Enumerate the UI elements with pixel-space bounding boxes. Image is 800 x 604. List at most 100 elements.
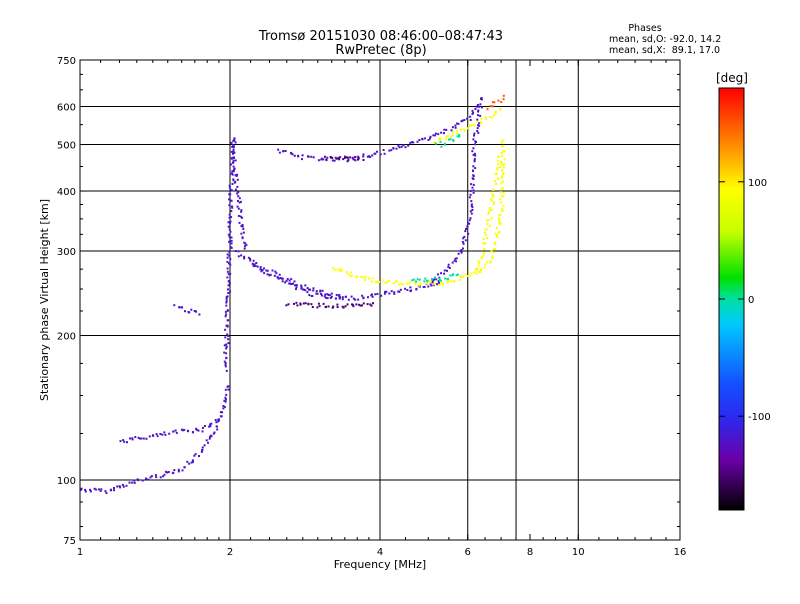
data-point xyxy=(371,154,374,157)
data-point xyxy=(385,281,388,284)
data-point xyxy=(370,280,373,283)
data-point xyxy=(354,298,357,301)
data-point xyxy=(104,490,107,493)
data-point xyxy=(364,276,367,279)
data-point xyxy=(491,194,494,197)
data-point xyxy=(473,159,476,162)
data-point xyxy=(376,150,378,153)
data-point xyxy=(333,159,336,162)
data-point xyxy=(319,289,322,292)
data-point xyxy=(341,269,343,272)
data-point xyxy=(454,124,457,127)
data-point xyxy=(252,259,255,262)
data-point xyxy=(327,294,330,296)
data-point xyxy=(203,425,206,427)
data-point xyxy=(388,149,391,152)
chart-subtitle: RwPretec (8p) xyxy=(335,43,426,58)
data-point xyxy=(447,263,450,266)
data-point xyxy=(147,478,150,481)
data-point xyxy=(303,288,305,291)
data-point xyxy=(471,186,474,189)
data-point xyxy=(475,141,477,143)
data-point xyxy=(233,139,236,141)
data-point xyxy=(480,117,483,120)
data-point xyxy=(240,254,243,257)
data-point xyxy=(429,137,431,140)
data-point xyxy=(84,488,87,491)
data-point xyxy=(402,144,405,147)
data-point xyxy=(109,488,112,491)
data-point xyxy=(331,306,334,309)
data-point xyxy=(436,283,438,286)
x-tick-label: 2 xyxy=(227,547,233,558)
data-point xyxy=(440,272,442,275)
data-point xyxy=(352,297,355,300)
data-point xyxy=(502,150,505,153)
data-point xyxy=(497,155,500,158)
data-point xyxy=(239,200,242,203)
data-point xyxy=(302,302,305,305)
data-point xyxy=(154,474,157,477)
data-point xyxy=(398,283,401,286)
data-point xyxy=(240,210,243,213)
data-point xyxy=(232,165,235,168)
data-point xyxy=(227,262,230,265)
data-point xyxy=(466,117,469,120)
data-point xyxy=(95,488,98,491)
data-point xyxy=(446,281,449,284)
data-point xyxy=(468,222,471,225)
data-point xyxy=(217,420,220,423)
data-point xyxy=(502,94,505,97)
data-point xyxy=(242,227,245,230)
x-tick-label: 10 xyxy=(572,547,585,558)
data-point xyxy=(295,284,298,287)
data-point xyxy=(309,288,312,291)
phase-info-o: mean, sd,O: -92.0, 14.2 xyxy=(609,34,721,45)
data-point xyxy=(460,249,463,251)
data-point xyxy=(469,119,472,121)
data-point xyxy=(131,438,134,441)
data-point xyxy=(219,411,222,414)
grid-lines xyxy=(80,60,680,540)
data-point xyxy=(352,305,355,308)
data-point xyxy=(244,245,246,248)
data-point xyxy=(397,290,400,293)
data-point xyxy=(316,306,319,309)
data-point xyxy=(181,429,184,432)
data-point xyxy=(237,250,240,253)
data-point xyxy=(227,273,230,276)
data-point xyxy=(351,274,354,277)
data-point xyxy=(230,236,233,239)
data-point xyxy=(446,269,448,272)
data-point xyxy=(496,166,499,169)
data-point xyxy=(252,264,255,267)
data-point xyxy=(500,152,503,154)
data-point xyxy=(503,163,506,166)
data-point xyxy=(293,280,296,283)
data-point xyxy=(491,193,494,196)
data-point xyxy=(229,263,232,266)
data-point xyxy=(357,298,360,301)
data-point xyxy=(131,481,134,484)
data-point xyxy=(161,433,164,436)
data-point xyxy=(450,280,452,283)
data-point xyxy=(233,167,236,170)
data-point xyxy=(361,276,364,279)
data-point xyxy=(496,168,499,171)
data-point xyxy=(327,305,330,308)
colorbar-tick-label: -100 xyxy=(748,412,771,423)
data-point xyxy=(349,156,352,159)
data-point xyxy=(480,256,483,259)
data-point xyxy=(288,279,291,282)
data-point xyxy=(494,173,497,176)
data-point xyxy=(226,324,229,327)
data-point xyxy=(341,296,344,299)
data-point xyxy=(438,277,441,280)
data-point xyxy=(284,150,287,152)
data-point xyxy=(486,261,488,264)
data-point xyxy=(406,289,409,291)
data-point xyxy=(447,277,450,280)
data-point xyxy=(142,437,145,440)
data-point xyxy=(188,462,191,465)
data-point xyxy=(216,425,218,428)
